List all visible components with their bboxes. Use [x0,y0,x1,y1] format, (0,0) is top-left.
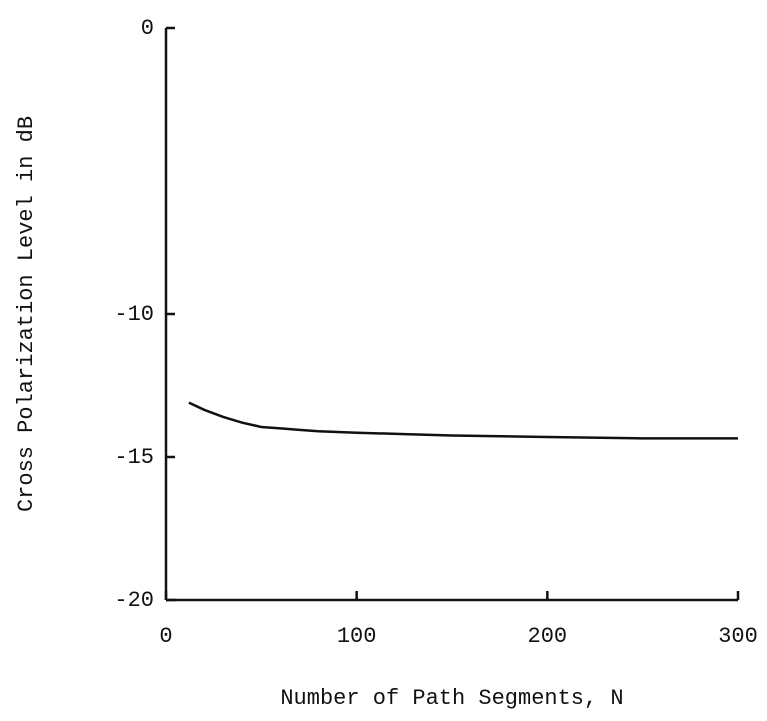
y-axis-label: Cross Polarization Level in dB [14,116,39,512]
x-tick-label: 100 [337,624,377,649]
x-tick-label: 0 [159,624,172,649]
x-tick-label: 300 [718,624,758,649]
y-tick-label: -20 [114,588,154,613]
x-tick-label: 200 [528,624,568,649]
line [188,401,738,440]
y-tick-label: -10 [114,302,154,327]
x-axis-label: Number of Path Segments, N [280,686,623,711]
y-tick-label: -15 [114,445,154,470]
y-tick-label: 0 [141,16,154,41]
